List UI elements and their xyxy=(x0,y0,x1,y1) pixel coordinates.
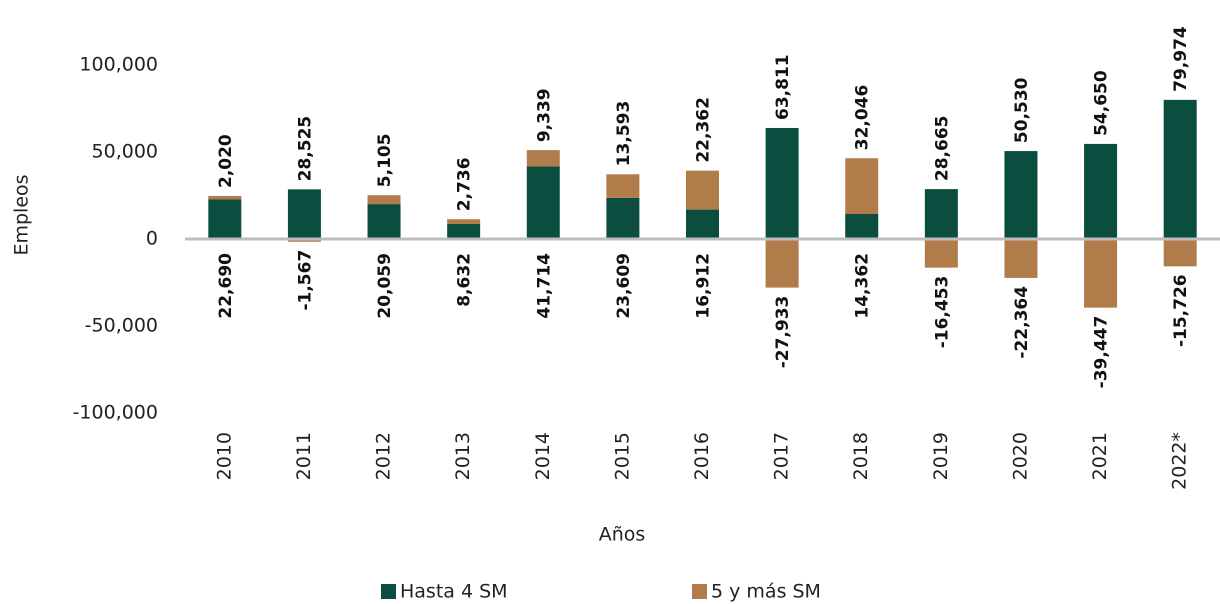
value-label: 32,046 xyxy=(853,85,873,151)
bar-segment xyxy=(367,204,401,239)
y-tick-label: 50,000 xyxy=(92,141,158,163)
value-label: -16,453 xyxy=(932,276,952,349)
x-tick-label: 2015 xyxy=(611,432,633,480)
value-label: -27,933 xyxy=(773,296,793,369)
legend-swatch xyxy=(692,584,707,599)
value-label: 63,811 xyxy=(773,54,793,120)
bar-segment xyxy=(606,197,640,239)
value-label: -39,447 xyxy=(1092,316,1112,389)
bar-segment xyxy=(526,150,560,167)
y-tick-label: -50,000 xyxy=(85,315,158,337)
x-tick-label: 2013 xyxy=(452,432,474,480)
value-label: 22,362 xyxy=(694,97,714,163)
value-label: 28,525 xyxy=(295,116,315,182)
y-tick-label: 100,000 xyxy=(79,54,158,76)
bar-segment xyxy=(1004,151,1038,239)
x-tick-label: 2014 xyxy=(532,432,554,480)
x-tick-label: 2010 xyxy=(213,432,235,480)
bar-segment xyxy=(208,196,242,200)
value-label: 28,665 xyxy=(932,116,952,182)
x-tick-label: 2011 xyxy=(293,432,315,480)
y-tick-label: 0 xyxy=(146,228,158,250)
bar-segment xyxy=(1084,143,1118,239)
value-label: 50,530 xyxy=(1012,77,1032,143)
bar-segment xyxy=(1163,239,1197,267)
value-label: 41,714 xyxy=(534,253,554,319)
value-label: 8,632 xyxy=(455,253,475,307)
bar-segment xyxy=(686,170,719,210)
x-tick-label: 2022* xyxy=(1169,432,1191,490)
bar-segment xyxy=(1084,239,1118,308)
value-label: 16,912 xyxy=(694,253,714,319)
value-label: 22,690 xyxy=(216,253,236,319)
x-tick-label: 2016 xyxy=(691,432,713,480)
bar-segment xyxy=(924,239,958,268)
x-tick-label: 2019 xyxy=(930,432,952,480)
bar-segment xyxy=(208,199,242,239)
value-label: 9,339 xyxy=(534,88,554,142)
value-label: -1,567 xyxy=(295,250,315,311)
bar-segment xyxy=(686,209,719,239)
value-label: 2,736 xyxy=(455,157,475,211)
bar-segment xyxy=(924,189,958,239)
legend-label: Hasta 4 SM xyxy=(400,581,508,603)
bar-segment xyxy=(526,166,560,239)
legend-label: 5 y más SM xyxy=(711,581,821,603)
bar-segment xyxy=(845,158,879,215)
value-label: 54,650 xyxy=(1092,70,1112,136)
y-tick-label: -100,000 xyxy=(73,402,158,424)
bar-segment xyxy=(367,195,401,205)
value-label: 23,609 xyxy=(614,253,634,319)
bar-segment xyxy=(606,174,640,198)
bar-segment xyxy=(1004,239,1038,278)
x-tick-label: 2012 xyxy=(373,432,395,480)
bar-segment xyxy=(447,223,481,239)
value-label: 2,020 xyxy=(216,134,236,188)
value-label: 5,105 xyxy=(375,133,395,187)
bar-segment xyxy=(765,127,799,239)
value-label: 20,059 xyxy=(375,253,395,319)
value-label: 79,974 xyxy=(1171,26,1191,92)
x-axis-title: Años xyxy=(599,524,646,546)
value-label: 13,593 xyxy=(614,101,634,167)
y-axis-title: Empleos xyxy=(11,174,33,255)
value-label: -15,726 xyxy=(1171,274,1191,347)
bar-segment xyxy=(447,219,481,224)
value-label: 14,362 xyxy=(853,253,873,319)
bar-segment xyxy=(287,189,321,239)
bar-segment xyxy=(845,214,879,239)
x-tick-label: 2017 xyxy=(771,432,793,480)
bar-segment xyxy=(765,239,799,288)
x-tick-label: 2018 xyxy=(850,432,872,480)
value-label: -22,364 xyxy=(1012,286,1032,359)
bar-segment xyxy=(1163,99,1197,239)
x-tick-label: 2020 xyxy=(1009,432,1031,480)
legend-swatch xyxy=(381,584,396,599)
x-tick-label: 2021 xyxy=(1089,432,1111,480)
